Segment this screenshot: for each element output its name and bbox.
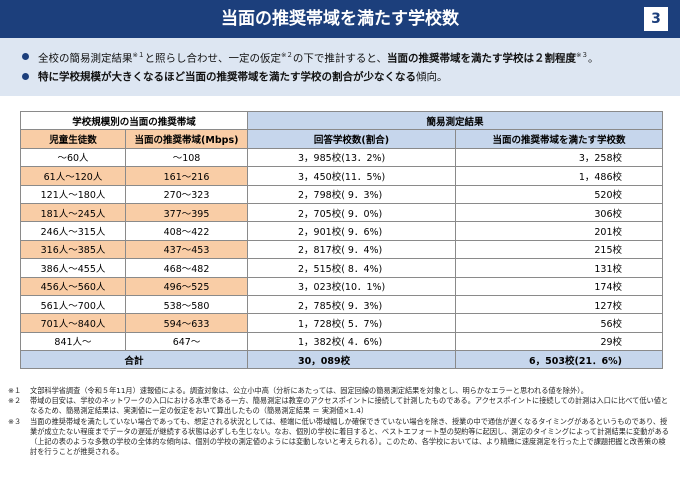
table-cell: 61人～120人: [20, 166, 126, 186]
table-cell: 2，798校( 9．3%): [247, 184, 457, 204]
table-cell: 201校: [455, 221, 664, 241]
table-cell: 29校: [455, 331, 664, 352]
table-cell: 1，486校: [455, 166, 664, 186]
table-cell: 1，728校( 5．7%): [247, 313, 457, 333]
table-row: 841人～ 647～ 1，382校( 4．6%) 29校: [20, 331, 664, 352]
table-row: 181人～245人 377～395 2，705校( 9．0%) 306校: [20, 202, 664, 223]
group-header: 簡易測定結果: [247, 110, 664, 131]
table-cell: 496～525: [124, 276, 249, 296]
group-header: 学校規模別の当面の推奨帯域: [19, 110, 249, 131]
note-text: 帯域の目安は、学校のネットワークの入口における水準である一方、簡易測定は教室のア…: [30, 396, 669, 416]
table-cell: 841人～: [20, 331, 126, 352]
title: 当面の推奨帯域を満たす学校数: [221, 9, 459, 29]
table-cell: 174校: [455, 276, 664, 296]
table-cell: 701人～840人: [20, 313, 126, 333]
table-cell: 561人～700人: [20, 294, 126, 315]
table-cell: 2，901校( 9．6%): [247, 221, 457, 241]
total-cell: 6，503校(21．6%): [455, 350, 664, 370]
note-ref: ※３: [576, 51, 588, 59]
table-cell: 1，382校( 4．6%): [247, 331, 457, 352]
note-mark: ※１: [8, 386, 22, 395]
summary-band: [0, 38, 680, 96]
table-cell: 131校: [455, 258, 664, 278]
table-cell: 270～323: [124, 184, 249, 204]
table-cell: 386人～455人: [20, 258, 126, 278]
table-cell: 316人～385人: [20, 239, 126, 260]
column-header: 児童生徒数: [20, 129, 126, 149]
table-cell: 3，985校(13．2%): [247, 147, 457, 168]
bullet-dot: [22, 73, 29, 80]
note-text: 文部科学省調査（令和５年11月）速報値による。調査対象は、公立小中高（分析にあた…: [30, 386, 588, 395]
total-row: 合計 30，089校 6，503校(21．6%): [19, 350, 664, 370]
table-cell: 437～453: [124, 239, 249, 260]
table-cell: 408～422: [124, 221, 249, 241]
table: 学校規模別の当面の推奨帯域 簡易測定結果 児童生徒数 当面の推奨帯域(Mbps) 回答学…: [19, 110, 664, 370]
notes: ※１ 文部科学省調査（令和５年11月）速報値による。調査対象は、公立小中高（分析に…: [8, 386, 672, 457]
table-cell: 246人～315人: [20, 221, 126, 241]
header-row: 児童生徒数 当面の推奨帯域(Mbps) 回答学校数(割合) 当面の推奨帯域を満たす学校…: [20, 129, 664, 149]
table-row: ～60人 ～108 3，985校(13．2%) 3，258校: [20, 147, 664, 168]
bullet: 全校の簡易測定結果※１と照らし合わせ、一定の仮定※２の下で推計すると、当面の推奨…: [38, 49, 598, 66]
table-cell: 468～482: [124, 258, 249, 278]
table-cell: 161～216: [124, 166, 249, 186]
table-cell: 127校: [455, 294, 664, 315]
text: の下で推計すると、: [292, 52, 387, 65]
table-cell: 3，450校(11．5%): [247, 166, 457, 186]
table-cell: 215校: [455, 239, 664, 260]
note-text: 当面の推奨帯域を満たしていない場合であっても、想定される状況としては、極端に低い…: [30, 416, 669, 457]
text: 傾向。: [416, 71, 448, 83]
note: ※１ 文部科学省調査（令和５年11月）速報値による。調査対象は、公立小中高（分析に…: [8, 386, 672, 396]
note-ref: ※２: [280, 51, 293, 59]
table-cell: 456人～560人: [20, 276, 126, 296]
table-cell: 56校: [455, 313, 664, 333]
table-cell: 3，023校(10．1%): [247, 276, 457, 296]
text: 。: [587, 52, 599, 65]
table-row: 386人～455人 468～482 2，515校( 8．4%) 131校: [20, 258, 664, 278]
table-cell: 377～395: [124, 202, 249, 223]
note: ※２ 帯域の目安は、学校のネットワークの入口における水準である一方、簡易測定は教室…: [8, 396, 672, 416]
page-number: 3: [644, 7, 668, 31]
note-mark: ※３: [8, 416, 22, 426]
table-cell: ～60人: [20, 147, 126, 168]
table-cell: 306校: [455, 202, 664, 223]
text: と照らし合わせ、一定の仮定: [144, 52, 281, 65]
total-cell: 30，089校: [247, 350, 457, 370]
table-cell: 538～580: [124, 294, 249, 315]
column-header: 回答学校数(割合): [247, 129, 457, 149]
table-cell: 2，515校( 8．4%): [247, 258, 457, 278]
table-cell: 181人～245人: [20, 202, 126, 223]
note: ※３ 当面の推奨帯域を満たしていない場合であっても、想定される状況としては、極端に…: [8, 417, 672, 458]
table-row: 61人～120人 161～216 3，450校(11．5%) 1，486校: [20, 166, 664, 186]
table-row: 456人～560人 496～525 3，023校(10．1%) 174校: [20, 276, 664, 296]
bullet-dot: [22, 53, 29, 60]
table-cell: 594～633: [124, 313, 249, 333]
table-cell: ～108: [124, 147, 249, 168]
text-bold: 当面の推奨帯域を満たす学校は２割程度: [387, 52, 576, 65]
text-bold: 特に学校規模が大きくなるほど当面の推奨帯域を満たす学校の割合が少なくなる: [38, 71, 416, 83]
table-cell: 2，705校( 9．0%): [247, 202, 457, 223]
table-cell: 2，785校( 9．3%): [247, 294, 457, 315]
table-cell: 3，258校: [455, 147, 664, 168]
table-cell: 121人～180人: [20, 184, 126, 204]
column-header: 当面の推奨帯域を満たす学校数: [455, 129, 664, 149]
table-cell: 2，817校( 9．4%): [247, 239, 457, 260]
table-row: 121人～180人 270～323 2，798校( 9．3%) 520校: [20, 184, 664, 204]
table-cell: 520校: [455, 184, 664, 204]
table-row: 561人～700人 538～580 2，785校( 9．3%) 127校: [20, 294, 664, 315]
bullet: 特に学校規模が大きくなるほど当面の推奨帯域を満たす学校の割合が少なくなる傾向。: [38, 69, 448, 84]
column-header: 当面の推奨帯域(Mbps): [124, 129, 249, 149]
title-bar: [0, 0, 680, 38]
text: 全校の簡易測定結果: [38, 52, 133, 65]
note-ref: ※１: [132, 51, 145, 59]
table-cell: 647～: [124, 331, 249, 352]
table-row: 701人～840人 594～633 1，728校( 5．7%) 56校: [20, 313, 664, 333]
group-header-row: 学校規模別の当面の推奨帯域 簡易測定結果: [19, 110, 664, 131]
table-row: 316人～385人 437～453 2，817校( 9．4%) 215校: [20, 239, 664, 260]
table-row: 246人～315人 408～422 2，901校( 9．6%) 201校: [20, 221, 664, 241]
note-mark: ※２: [8, 396, 22, 406]
total-label: 合計: [19, 350, 249, 370]
